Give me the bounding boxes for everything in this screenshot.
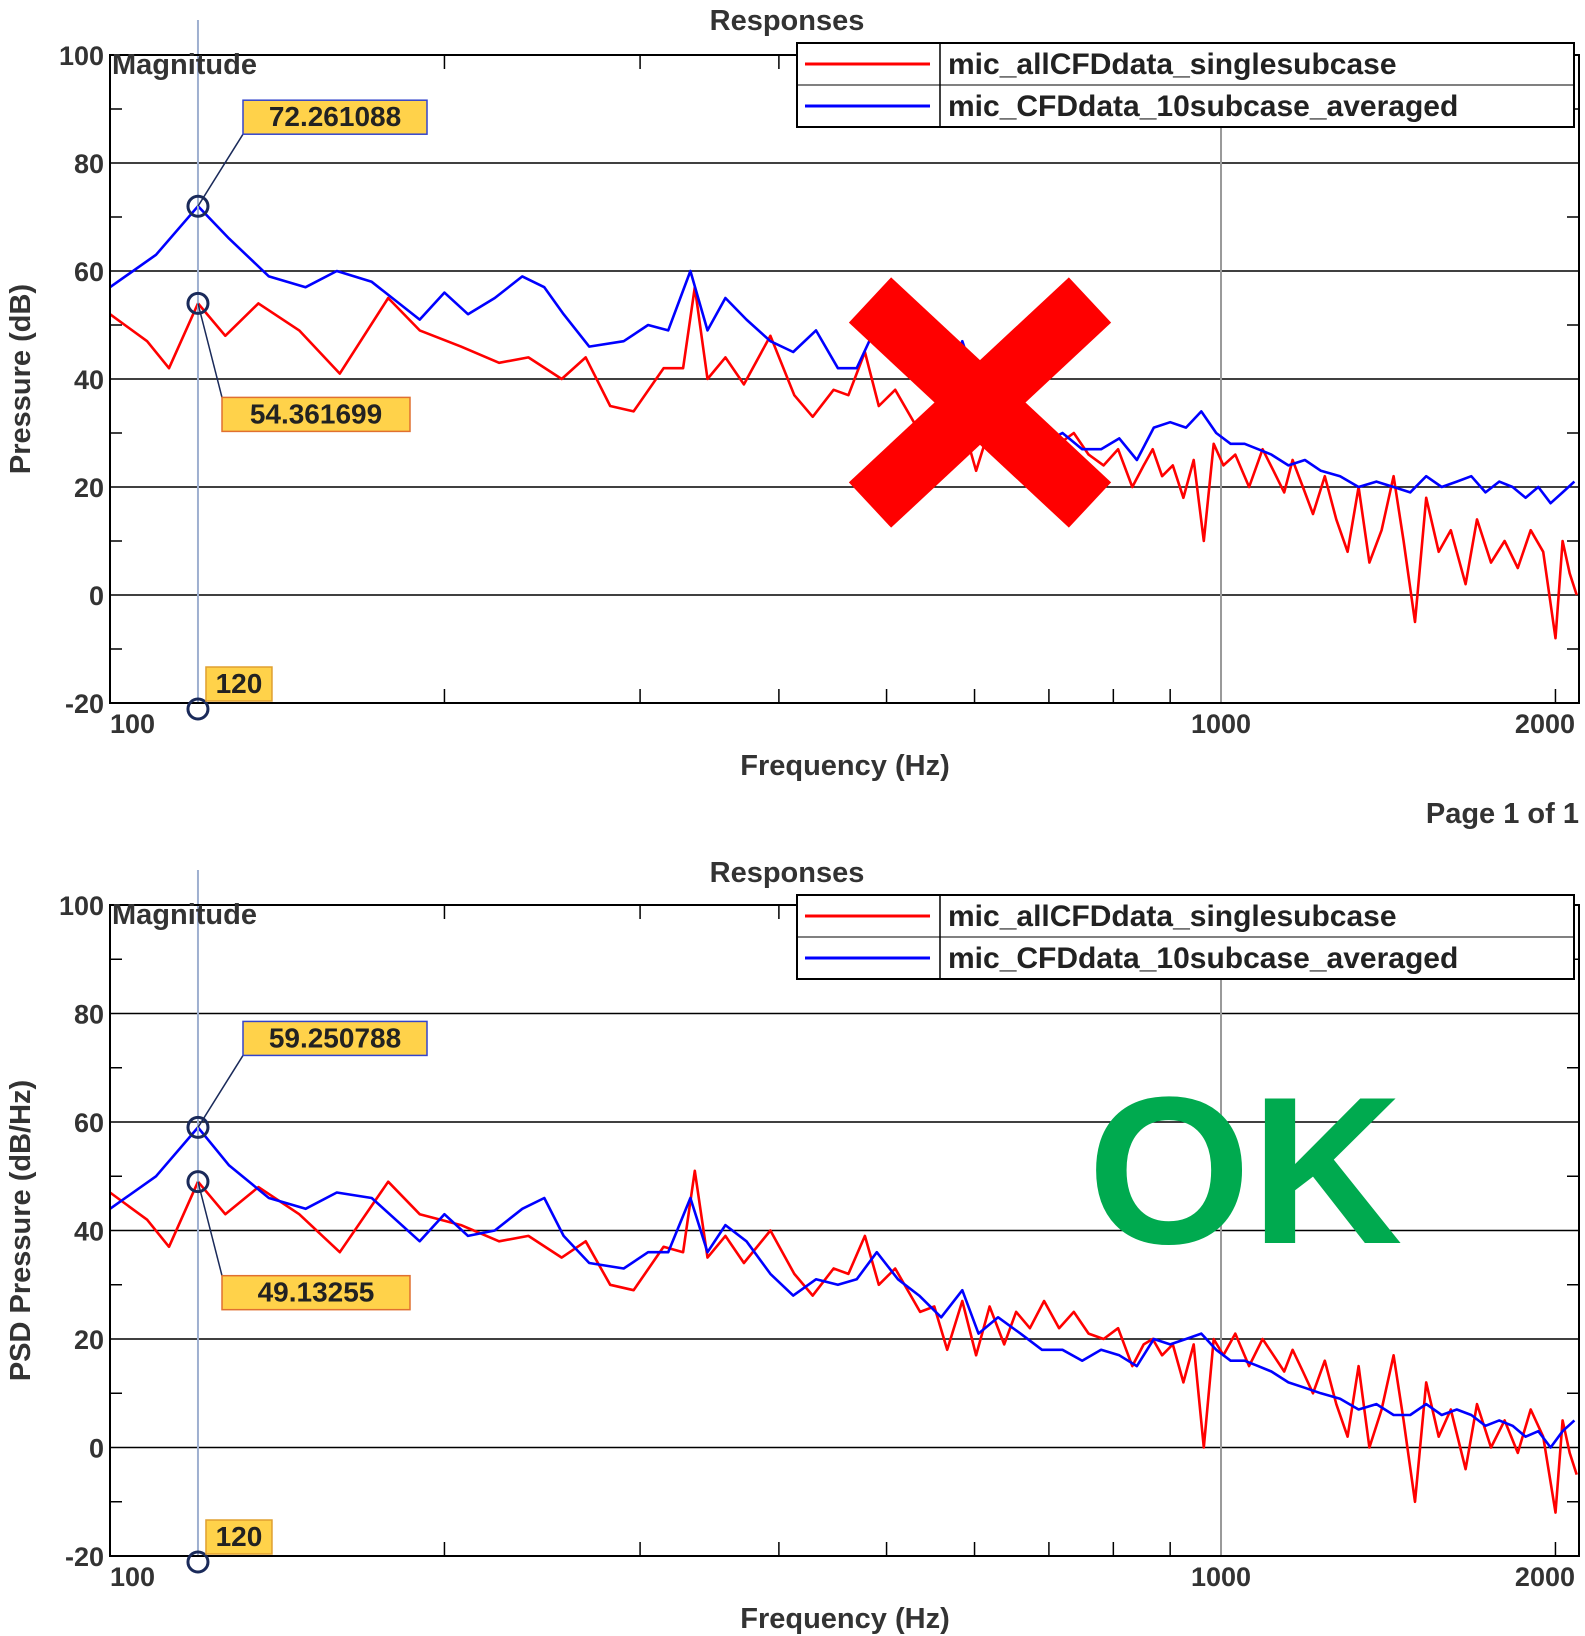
x-tick-label: 100 (110, 1562, 155, 1592)
y-axis-label: Pressure (dB) (5, 284, 37, 474)
legend-label-0: mic_allCFDdata_singlesubcase (948, 900, 1397, 933)
corner-label: Magnitude (112, 899, 257, 931)
cursor-marker (186, 291, 210, 315)
x-axis-label: Frequency (Hz) (740, 750, 949, 782)
y-tick-label: 100 (59, 891, 104, 921)
annotation-leader (197, 1181, 223, 1276)
cursor-x-label: 120 (216, 668, 263, 699)
y-tick-label: 80 (74, 1000, 104, 1030)
y-tick-label: 100 (59, 41, 104, 71)
annotation-value: 49.13255 (258, 1277, 375, 1308)
red-cross-stroke (848, 277, 1112, 528)
annotation-value: 72.261088 (269, 101, 401, 132)
chart-title: Responses (710, 5, 865, 37)
y-tick-label: 0 (89, 1434, 104, 1464)
y-tick-label: 0 (89, 581, 104, 611)
cursor-marker (186, 1170, 210, 1194)
x-tick-label: 100 (110, 709, 155, 739)
corner-label: Magnitude (112, 49, 257, 81)
y-tick-label: 60 (74, 257, 104, 287)
page-label: Page 1 of 1 (1426, 798, 1579, 830)
y-tick-label: 20 (74, 473, 104, 503)
y-axis-label: PSD Pressure (dB/Hz) (5, 1080, 37, 1381)
legend-label-1: mic_CFDdata_10subcase_averaged (948, 90, 1458, 123)
legend-label-1: mic_CFDdata_10subcase_averaged (948, 942, 1458, 975)
legend: mic_allCFDdata_singlesubcase mic_CFDdata_… (796, 42, 1575, 128)
grid-horizontal (110, 162, 1579, 596)
annotation-box (242, 1020, 428, 1057)
x-tick-label: 2000 (1515, 709, 1575, 739)
y-tick-label: 80 (74, 149, 104, 179)
y-tick-label: 40 (74, 365, 104, 395)
y-tick-label: 40 (74, 1217, 104, 1247)
y-tick-label: 20 (74, 1325, 104, 1355)
cursor-x-marker (186, 1550, 210, 1574)
chart-title: Responses (710, 857, 865, 889)
x-tick-label: 1000 (1191, 1562, 1251, 1592)
legend: mic_allCFDdata_singlesubcase mic_CFDdata_… (796, 894, 1575, 980)
annotation-box (221, 396, 411, 433)
cursor-x-box (205, 1519, 273, 1555)
series-line-0 (109, 285, 1578, 640)
x-tick-label: 1000 (1191, 709, 1251, 739)
y-tick-label: -20 (65, 689, 104, 719)
series-line-0 (109, 1169, 1578, 1514)
red-cross-icon (848, 277, 1112, 528)
legend-label-0: mic_allCFDdata_singlesubcase (948, 48, 1397, 81)
cursor-marker (186, 194, 210, 218)
cursor-x-label: 120 (216, 1521, 263, 1552)
cursor-x-marker (186, 697, 210, 721)
cursor-x-box (205, 666, 273, 702)
annotation-leader (197, 1055, 244, 1128)
series-line-1 (109, 1126, 1576, 1449)
cursor-marker (186, 1115, 210, 1139)
annotation-box (242, 99, 428, 135)
x-axis-label: Frequency (Hz) (740, 1603, 949, 1635)
annotation-leader (197, 303, 223, 398)
x-tick-label: 2000 (1515, 1562, 1575, 1592)
ok-verdict: OK (1088, 1053, 1403, 1288)
y-tick-label: 60 (74, 1108, 104, 1138)
annotation-leader (197, 133, 244, 207)
annotation-value: 54.361699 (250, 398, 382, 429)
annotation-box (221, 1274, 411, 1311)
annotation-value: 59.250788 (269, 1022, 401, 1053)
y-tick-label: -20 (65, 1542, 104, 1572)
